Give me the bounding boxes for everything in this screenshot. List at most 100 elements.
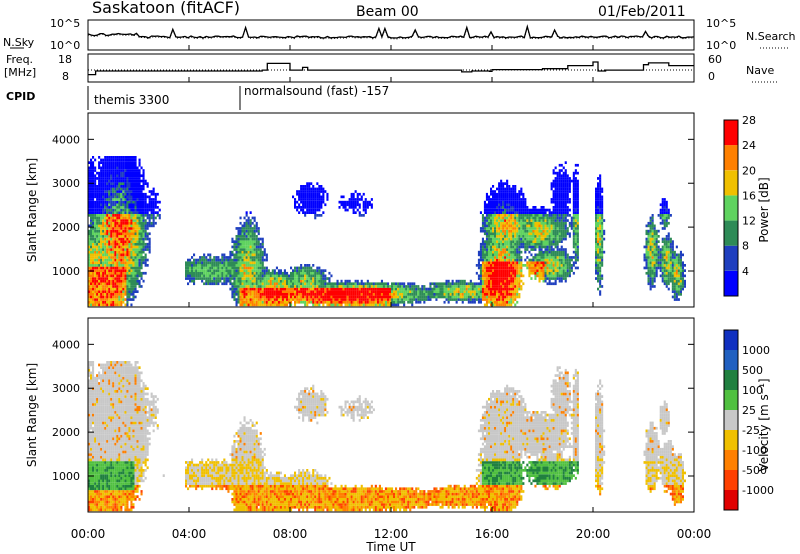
power-cell-1246 (132, 227, 135, 230)
power-cell-4172 (506, 264, 509, 267)
power-cell-4899 (552, 258, 555, 262)
power-cell-4752 (542, 266, 545, 270)
power-cell-1498 (144, 258, 147, 262)
power-cell-2499 (290, 298, 293, 301)
power-cell-4153 (504, 192, 507, 196)
power-cell-340 (100, 242, 103, 246)
power-cell-3419 (427, 290, 430, 293)
power-cell-1323 (134, 163, 137, 167)
power-cell-3889 (494, 282, 497, 286)
power-cell-4335 (512, 198, 515, 201)
power-cell-4805 (546, 274, 549, 278)
power-cell-2683 (306, 190, 309, 193)
power-cell-113 (92, 285, 95, 288)
power-cell-501 (106, 261, 109, 265)
power-cell-385 (102, 269, 105, 272)
power-cell-1485 (142, 195, 145, 199)
power-cell-3203 (372, 290, 375, 293)
power-cell-430 (104, 298, 107, 301)
power-cell-241 (96, 232, 99, 236)
power-cell-2423 (277, 290, 280, 293)
power-cell-731 (114, 256, 117, 259)
power-cell-1692 (203, 264, 206, 267)
power-cell-1244 (132, 232, 135, 236)
power-cell-3191 (370, 290, 373, 293)
power-cell-806 (116, 208, 119, 212)
power-cell-540 (106, 158, 109, 162)
power-cell-3783 (488, 216, 491, 220)
power-cell-4510 (522, 229, 525, 233)
power-cell-3231 (378, 287, 381, 291)
power-cell-3039 (348, 198, 351, 201)
power-cell-1091 (126, 200, 129, 204)
power-cell-1252 (132, 211, 135, 214)
power-cell-1909 (237, 300, 240, 304)
noise-panel: N.Sky 10^5 10^0 10^5 10^0 N.Search (3, 17, 796, 52)
power-cell-502 (106, 258, 109, 262)
power-cell-3144 (362, 203, 365, 207)
power-cell-737 (114, 240, 117, 243)
power-cell-2294 (261, 285, 264, 288)
power-cell-368 (100, 169, 103, 172)
power-cell-1876 (233, 256, 236, 259)
power-cell-1767 (217, 271, 220, 275)
power-cell-704 (112, 177, 115, 180)
power-cell-1272 (132, 158, 135, 162)
power-cell-1989 (241, 253, 244, 257)
power-cell-2723 (310, 277, 313, 280)
power-cell-2038 (245, 293, 248, 296)
power-cell-1255 (132, 203, 135, 207)
power-cell-3290 (393, 298, 396, 301)
power-cell-2656 (304, 190, 307, 193)
power-cell-2214 (255, 271, 258, 275)
power-cell-3314 (397, 282, 400, 286)
power-cell-4291 (510, 198, 513, 201)
power-cell-4481 (520, 240, 523, 243)
power-cell-780 (116, 277, 119, 280)
power-cell-4868 (550, 256, 553, 259)
power-cell-3642 (481, 298, 484, 301)
power-cell-1837 (229, 258, 232, 262)
power-cell-1052 (126, 303, 129, 307)
power-cell-2816 (316, 182, 319, 185)
power-cell-1378 (138, 269, 141, 272)
power-cell-1042 (124, 179, 127, 183)
power-cell-1684 (201, 258, 204, 262)
power-data-cells (88, 156, 686, 307)
power-cell-2623 (302, 206, 305, 209)
power-cell-2084 (247, 264, 250, 267)
power-cell-3716 (485, 285, 488, 288)
power-cell-2229 (255, 229, 258, 233)
power-cell-1439 (140, 227, 143, 230)
power-cell-3618 (479, 298, 482, 301)
power-cell-1333 (136, 269, 139, 272)
power-cell-2844 (320, 298, 323, 301)
power-cell-1762 (215, 256, 218, 259)
power-cell-2801 (316, 277, 319, 280)
power-cell-495 (106, 277, 109, 280)
power-cell-4617 (532, 269, 535, 272)
power-cell-4624 (532, 245, 535, 249)
power-cell-4570 (528, 271, 531, 275)
power-cell-675 (112, 253, 115, 257)
power-cell-681 (112, 237, 115, 241)
power-cell-3620 (479, 293, 482, 296)
power-cell-4036 (500, 250, 503, 254)
power-cell-1266 (132, 174, 135, 178)
power-cell-2457 (281, 274, 284, 278)
power-cell-1318 (134, 177, 137, 180)
power-cell-3111 (358, 285, 361, 288)
power-cell-3527 (459, 298, 462, 301)
power-cell-4690 (536, 208, 539, 212)
power-cell-4327 (512, 219, 515, 222)
power-cell-3109 (358, 290, 361, 293)
power-cell-1224 (132, 285, 135, 288)
power-cell-3893 (494, 271, 497, 275)
power-cell-4692 (538, 277, 541, 280)
power-cell-454 (104, 235, 107, 238)
power-cell-1764 (217, 279, 220, 283)
power-cell-1334 (136, 266, 139, 270)
power-cell-1527 (146, 242, 149, 246)
power-cell-4760 (542, 242, 545, 246)
power-cell-1771 (217, 261, 220, 265)
